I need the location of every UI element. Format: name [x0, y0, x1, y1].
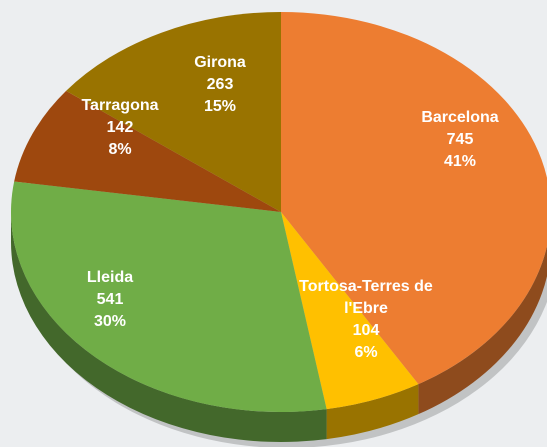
slice	[281, 212, 419, 410]
slice	[14, 90, 282, 212]
data-label: Tarragona 142 8%	[60, 95, 180, 161]
category-label: Barcelona	[421, 109, 499, 126]
data-label: Girona 263 15%	[165, 52, 275, 118]
data-label: Lleida 541 30%	[50, 267, 170, 333]
slice-side	[326, 384, 419, 440]
slice	[281, 12, 547, 385]
value-label: 541	[96, 291, 124, 308]
data-label: Barcelona 745 41%	[395, 107, 525, 173]
category-label: Lleida	[86, 269, 134, 286]
value-label: 142	[106, 119, 134, 136]
category-label: Tarragona	[81, 97, 159, 114]
slice	[11, 181, 327, 412]
slice-side	[418, 245, 547, 415]
category-label: Girona	[194, 54, 246, 71]
percent-label: 30%	[93, 313, 127, 330]
value-label: 745	[446, 131, 474, 148]
percent-label: 8%	[108, 141, 132, 158]
slice	[66, 12, 282, 212]
data-label: Tortosa-Terres de l'Ebre 104 6%	[276, 276, 456, 364]
percent-label: 41%	[443, 153, 477, 170]
value-label: 104	[352, 322, 380, 339]
percent-label: 15%	[203, 98, 237, 115]
category-label: Tortosa-Terres de l'Ebre	[299, 278, 433, 317]
slice-side	[11, 212, 327, 442]
value-label: 263	[206, 76, 234, 93]
percent-label: 6%	[354, 344, 378, 361]
